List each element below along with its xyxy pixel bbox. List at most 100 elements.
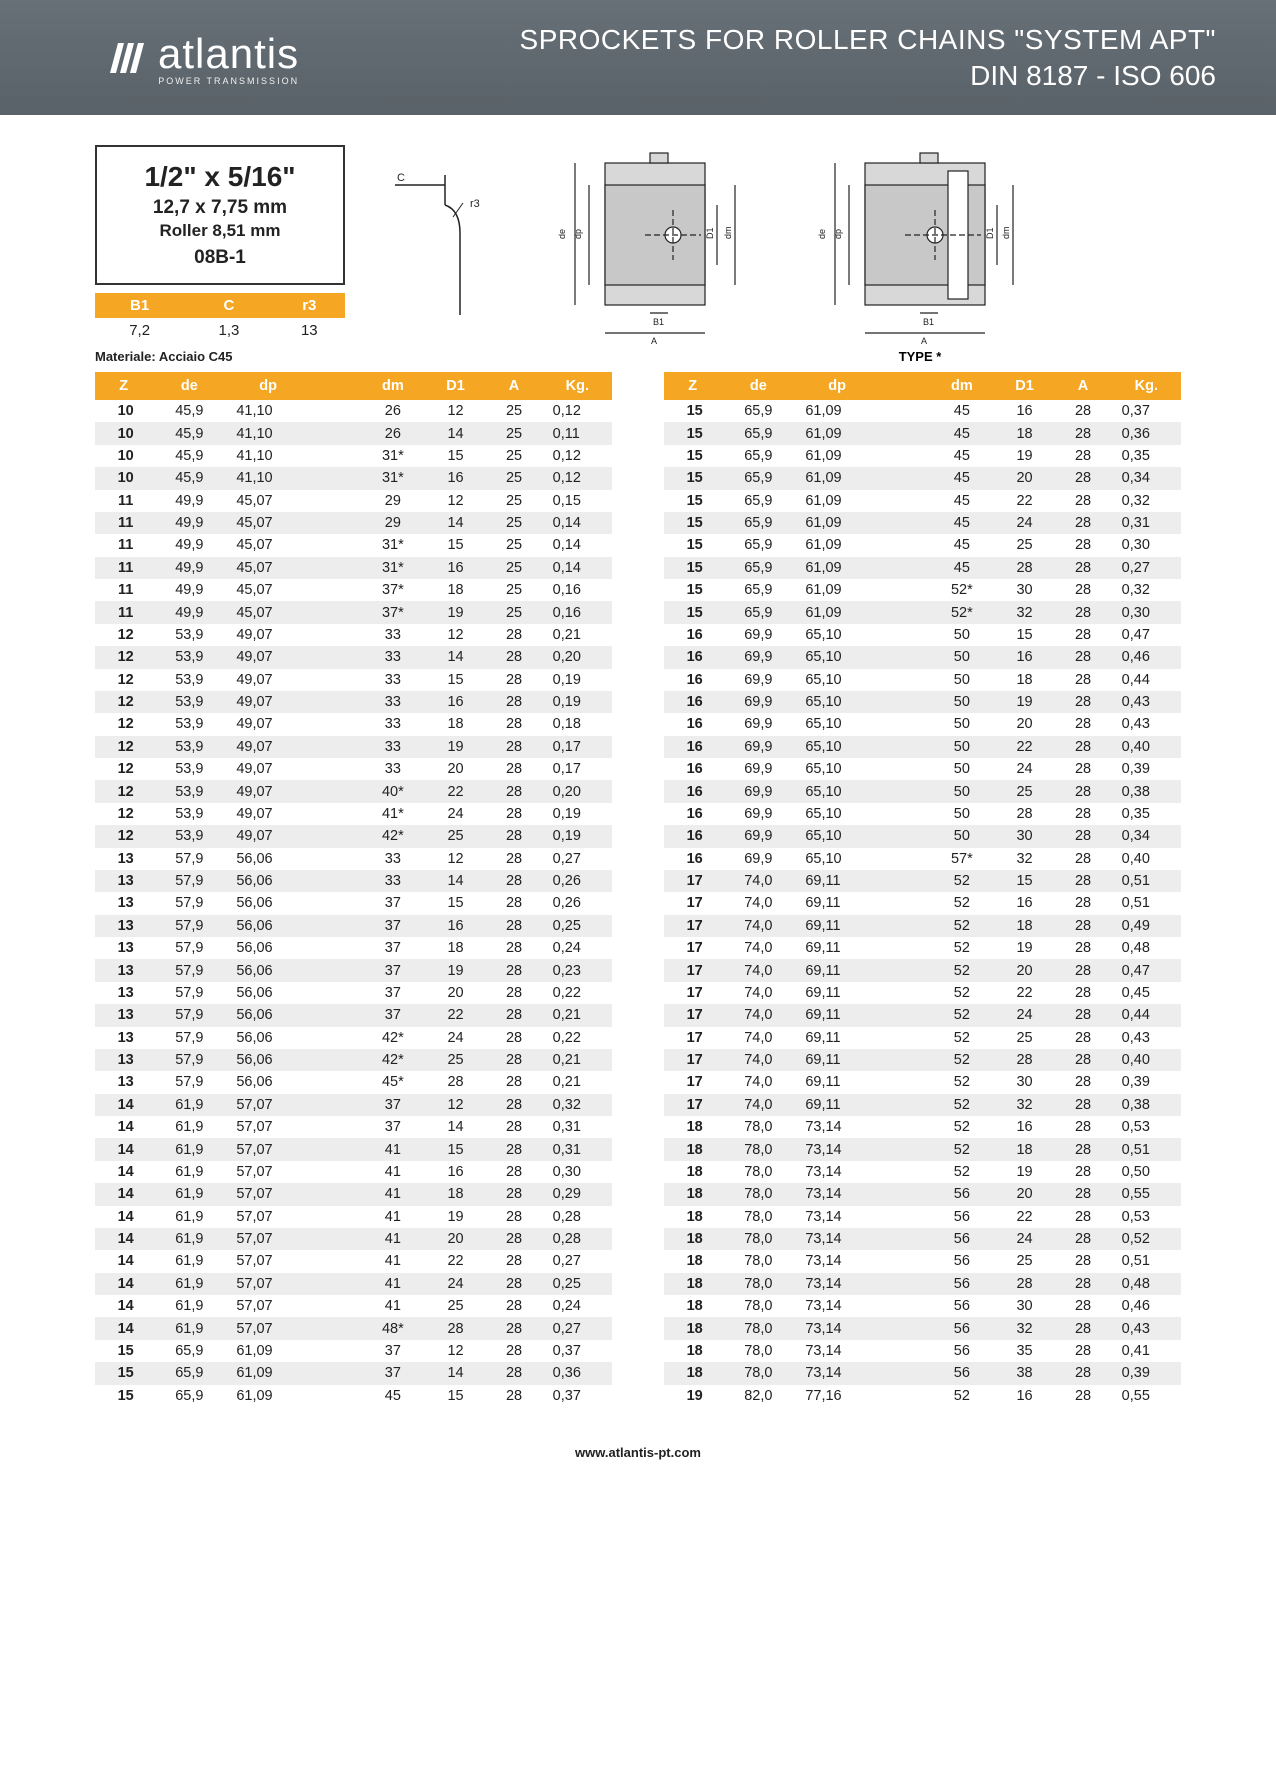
- cell-dm: 50: [929, 646, 995, 668]
- cell-d1: 14: [426, 646, 486, 668]
- cell-dm: 45: [929, 534, 995, 556]
- cell-d1: 25: [995, 1250, 1055, 1272]
- cell-de: 74,0: [721, 1049, 795, 1071]
- cell-a: 28: [1054, 467, 1111, 489]
- cell-spacer: [310, 803, 360, 825]
- cell-kg: 0,41: [1112, 1340, 1181, 1362]
- cell-z: 17: [664, 1094, 721, 1116]
- cell-a: 28: [1054, 422, 1111, 444]
- cell-dm: 52: [929, 1161, 995, 1183]
- cell-a: 25: [485, 422, 542, 444]
- table-row: 1878,073,145628280,48: [664, 1273, 1181, 1295]
- cell-dp: 73,14: [795, 1362, 879, 1384]
- cell-dm: 57*: [929, 848, 995, 870]
- table-row: 1774,069,115228280,40: [664, 1049, 1181, 1071]
- table-row: 1357,956,063719280,23: [95, 959, 612, 981]
- cell-dm: 50: [929, 803, 995, 825]
- cell-spacer: [879, 1004, 929, 1026]
- cell-spacer: [879, 1250, 929, 1272]
- cell-dp: 73,14: [795, 1250, 879, 1272]
- cell-a: 28: [485, 1027, 542, 1049]
- cell-de: 74,0: [721, 982, 795, 1004]
- cell-a: 28: [485, 1340, 542, 1362]
- cell-a: 28: [485, 669, 542, 691]
- cell-d1: 18: [995, 915, 1055, 937]
- cell-kg: 0,25: [543, 915, 612, 937]
- cell-a: 28: [1054, 601, 1111, 623]
- cell-d1: 16: [426, 1161, 486, 1183]
- cell-dm: 52: [929, 1071, 995, 1093]
- cell-z: 13: [95, 937, 152, 959]
- cell-dp: 57,07: [226, 1250, 310, 1272]
- cell-d1: 22: [426, 1004, 486, 1026]
- cell-kg: 0,14: [543, 534, 612, 556]
- th-d1: D1: [426, 372, 486, 400]
- cell-dm: 37: [360, 937, 426, 959]
- cell-spacer: [879, 579, 929, 601]
- cell-spacer: [879, 422, 929, 444]
- table-row: 1461,957,073712280,32: [95, 1094, 612, 1116]
- cell-spacer: [879, 1027, 929, 1049]
- cell-dp: 57,07: [226, 1183, 310, 1205]
- cell-a: 28: [485, 937, 542, 959]
- cell-spacer: [310, 1049, 360, 1071]
- cell-z: 11: [95, 512, 152, 534]
- cell-z: 17: [664, 915, 721, 937]
- cell-a: 28: [1054, 1138, 1111, 1160]
- cell-d1: 16: [426, 557, 486, 579]
- cell-dm: 56: [929, 1295, 995, 1317]
- cell-kg: 0,21: [543, 624, 612, 646]
- cell-de: 69,9: [721, 803, 795, 825]
- cell-spacer: [879, 445, 929, 467]
- cell-dp: 77,16: [795, 1385, 879, 1407]
- cell-dp: 61,09: [795, 445, 879, 467]
- cell-d1: 12: [426, 490, 486, 512]
- cell-dp: 49,07: [226, 624, 310, 646]
- cell-d1: 30: [995, 825, 1055, 847]
- cell-dm: 45: [929, 467, 995, 489]
- cell-dm: 33: [360, 669, 426, 691]
- cell-d1: 18: [995, 669, 1055, 691]
- cell-dm: 40*: [360, 780, 426, 802]
- svg-text:A: A: [921, 336, 927, 345]
- cell-dm: 52: [929, 937, 995, 959]
- svg-text:dm: dm: [723, 226, 733, 239]
- cell-spacer: [310, 1250, 360, 1272]
- cell-dm: 52: [929, 1116, 995, 1138]
- cell-spacer: [310, 780, 360, 802]
- cell-z: 17: [664, 870, 721, 892]
- cell-d1: 16: [995, 646, 1055, 668]
- cell-z: 16: [664, 624, 721, 646]
- cell-a: 28: [1054, 825, 1111, 847]
- table-row: 1669,965,105015280,47: [664, 624, 1181, 646]
- th-spacer: [310, 372, 360, 400]
- cell-spacer: [879, 848, 929, 870]
- cell-a: 25: [485, 534, 542, 556]
- cell-a: 28: [1054, 1183, 1111, 1205]
- cell-dm: 31*: [360, 557, 426, 579]
- cell-dp: 65,10: [795, 825, 879, 847]
- cell-kg: 0,20: [543, 646, 612, 668]
- table-row: 1461,957,074115280,31: [95, 1138, 612, 1160]
- cell-a: 28: [1054, 892, 1111, 914]
- cell-a: 28: [485, 780, 542, 802]
- cell-de: 53,9: [152, 825, 226, 847]
- cell-a: 28: [1054, 959, 1111, 981]
- cell-a: 28: [485, 1385, 542, 1407]
- cell-dp: 69,11: [795, 982, 879, 1004]
- cell-z: 12: [95, 736, 152, 758]
- cell-a: 28: [1054, 780, 1111, 802]
- cell-z: 18: [664, 1206, 721, 1228]
- cell-d1: 18: [426, 1183, 486, 1205]
- table-row: 1357,956,063720280,22: [95, 982, 612, 1004]
- cell-z: 14: [95, 1228, 152, 1250]
- cell-dm: 31*: [360, 467, 426, 489]
- cell-a: 28: [1054, 1295, 1111, 1317]
- cell-d1: 28: [995, 803, 1055, 825]
- cell-d1: 15: [995, 624, 1055, 646]
- cell-dp: 73,14: [795, 1273, 879, 1295]
- cell-dm: 45: [929, 512, 995, 534]
- cell-de: 57,9: [152, 1004, 226, 1026]
- cell-a: 28: [1054, 1004, 1111, 1026]
- cell-kg: 0,17: [543, 758, 612, 780]
